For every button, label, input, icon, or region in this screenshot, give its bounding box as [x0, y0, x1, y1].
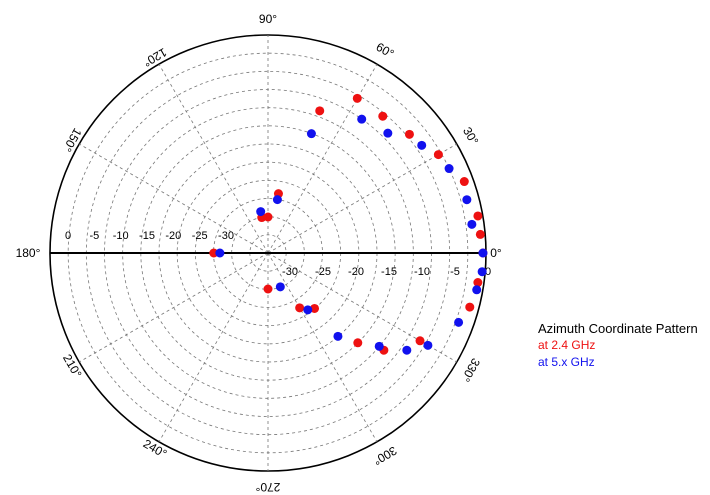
angle-label: 120° [141, 45, 170, 70]
legend-title: Azimuth Coordinate Pattern [538, 321, 698, 336]
point-2-4ghz [310, 303, 320, 313]
angle-label: 210° [60, 352, 85, 381]
radial-tick-left: -5 [89, 230, 99, 242]
point-5ghz [402, 345, 412, 355]
angle-label: 0° [490, 246, 502, 260]
grid-spoke [158, 252, 269, 442]
point-5ghz [478, 248, 488, 258]
point-2-4ghz [315, 106, 325, 116]
point-5ghz [462, 195, 472, 205]
legend-entry-2-4ghz: at 2.4 GHz [538, 338, 596, 352]
angle-label: 180° [16, 246, 41, 260]
point-5ghz [383, 128, 393, 138]
radial-tick-right: -25 [315, 266, 331, 278]
angle-label: 270° [255, 480, 280, 494]
radial-tick-right: -5 [450, 266, 460, 278]
angle-label: 330° [458, 356, 483, 385]
angle-label: 90° [259, 12, 277, 26]
point-5ghz [333, 331, 343, 341]
point-2-4ghz [459, 177, 469, 187]
polar-grid [49, 34, 487, 472]
point-2-4ghz [433, 150, 443, 160]
radial-tick-left: -10 [113, 230, 129, 242]
grid-spoke [79, 143, 269, 254]
point-5ghz [467, 219, 477, 229]
legend-entry-5ghz: at 5.x GHz [538, 355, 595, 369]
radial-tick-left: -25 [192, 230, 208, 242]
point-2-4ghz [473, 277, 483, 287]
point-5ghz [303, 305, 313, 315]
angle-label: 60° [374, 40, 397, 61]
point-2-4ghz [415, 336, 425, 346]
radial-tick-right: -20 [348, 266, 364, 278]
point-5ghz [357, 114, 367, 124]
point-2-4ghz [465, 302, 475, 312]
radial-tick-left: -15 [139, 230, 155, 242]
grid-spoke [79, 252, 269, 363]
point-5ghz [417, 140, 427, 150]
point-2-4ghz [353, 338, 363, 348]
legend: Azimuth Coordinate Pattern at 2.4 GHz at… [538, 320, 710, 371]
grid-spoke [267, 143, 457, 254]
point-2-4ghz [473, 211, 483, 221]
grid-spoke [267, 64, 378, 254]
point-5ghz [256, 207, 266, 217]
grid-spoke [158, 64, 269, 254]
point-5ghz [454, 317, 464, 327]
point-2-4ghz [263, 284, 273, 294]
radial-tick-labels: 0 0 -5 -5 -10 -10 -15 -15 -20 -20 -25 -25 -30 -30 [65, 230, 491, 278]
angle-label: 300° [371, 443, 400, 468]
radial-tick-right: 0 [485, 266, 491, 278]
point-5ghz [215, 248, 225, 258]
point-5ghz [306, 129, 316, 139]
point-5ghz [423, 340, 433, 350]
radial-tick-left: 0 [65, 230, 71, 242]
point-5ghz [477, 267, 487, 277]
angle-label: 30° [460, 125, 481, 148]
point-5ghz [472, 285, 482, 295]
angle-label: 150° [60, 126, 85, 155]
data-points [209, 93, 488, 355]
radial-tick-right: -30 [282, 266, 298, 278]
point-5ghz [275, 282, 285, 292]
radial-tick-right: -10 [414, 266, 430, 278]
radial-tick-right: -15 [381, 266, 397, 278]
point-2-4ghz [352, 93, 362, 103]
point-2-4ghz [378, 111, 388, 121]
point-5ghz [444, 164, 454, 174]
point-5ghz [272, 195, 282, 205]
point-2-4ghz [404, 129, 414, 139]
point-5ghz [374, 341, 384, 351]
point-2-4ghz [475, 229, 485, 239]
grid-spoke [267, 252, 378, 442]
point-2-4ghz [295, 303, 305, 313]
angle-label: 240° [141, 436, 170, 461]
radial-tick-left: -20 [165, 230, 181, 242]
radial-tick-left: -30 [218, 230, 234, 242]
